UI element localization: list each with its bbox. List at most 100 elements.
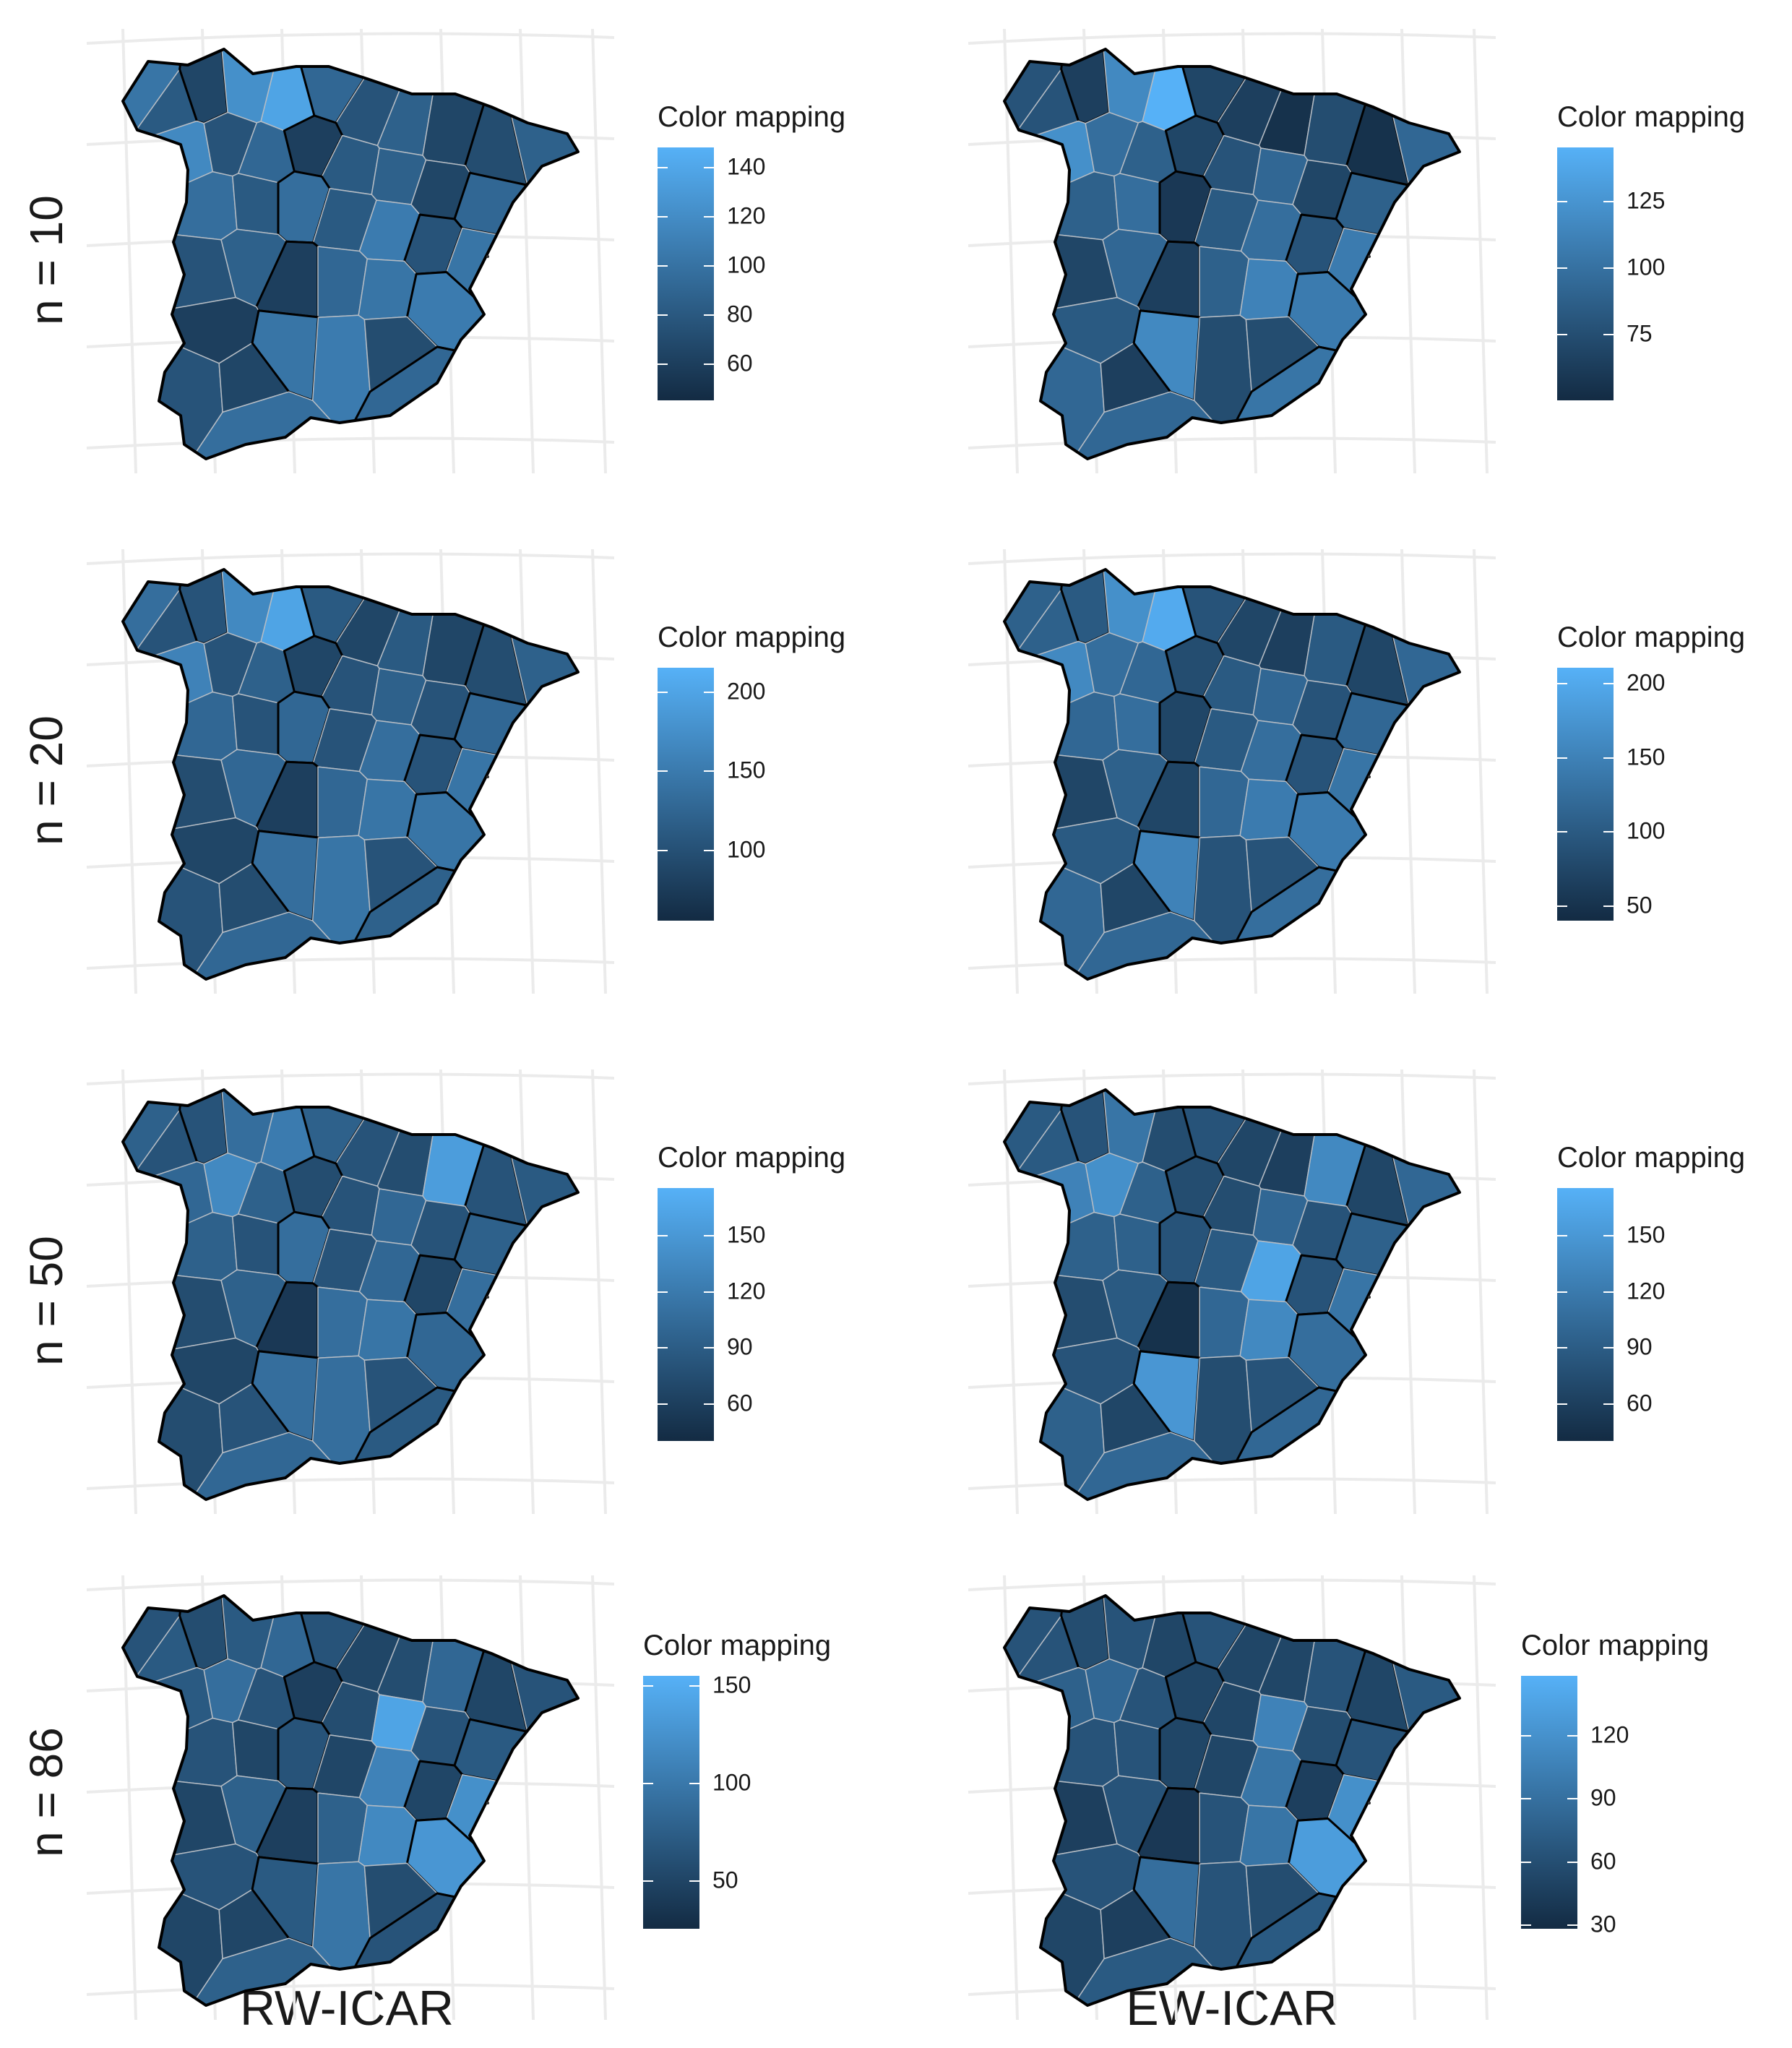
color-legend: Color mapping 60 80 100 120 140 — [658, 101, 889, 419]
legend-tick-mark — [1521, 1798, 1577, 1800]
province-region — [1113, 173, 1160, 236]
graticule-meridian — [519, 548, 535, 994]
legend-tick-mark — [1557, 267, 1614, 269]
legend-tick-label: 150 — [727, 1221, 766, 1248]
island-dot — [1368, 775, 1371, 778]
legend-tick-label: 120 — [1627, 1278, 1666, 1304]
legend-colorbar — [658, 147, 714, 400]
row-label-n20: n = 20 — [20, 715, 72, 846]
legend-tick-mark — [658, 849, 714, 851]
legend-tick-label: 150 — [1627, 744, 1666, 770]
graticule-parallel — [968, 1072, 1496, 1085]
legend-tick-mark — [658, 1403, 714, 1406]
legend-tick-label: 100 — [1627, 817, 1666, 844]
legend-tick-mark — [1521, 1861, 1577, 1863]
legend-tick-label: 60 — [727, 350, 753, 377]
graticule-parallel — [86, 436, 615, 449]
legend-tick-mark — [658, 265, 714, 267]
graticule-parallel — [968, 957, 1496, 970]
legend-tick-mark — [658, 216, 714, 218]
coastline — [1003, 568, 1461, 981]
legend-tick-label: 200 — [727, 678, 766, 705]
legend-tick-mark — [1521, 1924, 1577, 1927]
legend-tick-label: 120 — [727, 202, 766, 229]
graticule-parallel — [968, 552, 1496, 565]
legend-tick-label: 100 — [727, 836, 766, 863]
legend-tick-mark — [658, 770, 714, 773]
island-dot — [486, 775, 489, 778]
coastline — [121, 1088, 580, 1501]
choropleth-map — [968, 548, 1496, 994]
legend-colorbar — [1557, 1188, 1614, 1441]
graticule-parallel — [86, 1477, 615, 1490]
legend-tick-mark — [1557, 905, 1614, 908]
provinces — [1004, 48, 1460, 460]
legend-title: Color mapping — [1557, 101, 1746, 133]
legend-tick-label: 80 — [727, 301, 753, 327]
coastline — [121, 568, 580, 981]
color-legend: Color mapping 60 90 120 150 — [1557, 1142, 1788, 1460]
color-legend: Color mapping 50 100 150 200 — [1557, 621, 1788, 939]
province-region — [232, 173, 279, 236]
choropleth-map — [86, 28, 615, 474]
map-panel-ew-icar-n86 — [961, 1568, 1525, 2031]
legend-title: Color mapping — [658, 101, 846, 133]
legend-colorbar — [643, 1676, 699, 1929]
map-panel-rw-icar-n20 — [79, 542, 643, 1004]
legend-tick-mark — [643, 1880, 699, 1882]
legend-colorbar — [1557, 668, 1614, 921]
legend-tick-label: 90 — [1627, 1333, 1653, 1360]
legend-tick-label: 60 — [727, 1390, 753, 1416]
legend-tick-mark — [658, 1347, 714, 1349]
row-label-n86: n = 86 — [20, 1727, 72, 1857]
color-legend: Color mapping 50 100 150 — [643, 1630, 874, 1948]
legend-colorbar — [658, 1188, 714, 1441]
choropleth-map — [86, 1575, 615, 2021]
graticule-parallel — [86, 1072, 615, 1085]
graticule-parallel — [968, 1983, 1496, 1996]
legend-title: Color mapping — [658, 1142, 846, 1174]
graticule-meridian — [519, 28, 535, 474]
legend-tick-label: 75 — [1627, 320, 1653, 347]
provinces — [1004, 569, 1460, 980]
island-dot — [486, 1802, 489, 1804]
legend-colorbar — [1521, 1676, 1577, 1929]
legend-title: Color mapping — [658, 621, 846, 653]
provinces — [122, 569, 579, 980]
graticule-parallel — [86, 957, 615, 970]
legend-title: Color mapping — [1557, 1142, 1746, 1174]
provinces — [122, 1089, 579, 1500]
island-dot — [1368, 255, 1371, 258]
choropleth-map — [968, 28, 1496, 474]
provinces — [1004, 1595, 1460, 2006]
coastline — [1003, 1594, 1461, 2007]
legend-tick-mark — [658, 691, 714, 693]
coastline — [1003, 1088, 1461, 1501]
legend-colorbar — [658, 668, 714, 921]
graticule-meridian — [1400, 548, 1416, 994]
map-panel-ew-icar-n50 — [961, 1062, 1525, 1525]
choropleth-map — [86, 548, 615, 994]
legend-tick-label: 50 — [712, 1867, 738, 1893]
color-legend: Color mapping 100 150 200 — [658, 621, 889, 939]
legend-title: Color mapping — [1521, 1630, 1710, 1661]
legend-tick-label: 150 — [727, 757, 766, 783]
graticule-meridian — [591, 28, 607, 474]
legend-tick-label: 120 — [1590, 1721, 1629, 1748]
coastline — [121, 48, 580, 460]
graticule-parallel — [86, 1983, 615, 1996]
legend-tick-mark — [658, 1291, 714, 1293]
choropleth-map — [968, 1575, 1496, 2021]
map-panel-rw-icar-n50 — [79, 1062, 643, 1525]
choropleth-map — [86, 1069, 615, 1515]
legend-tick-label: 90 — [727, 1333, 753, 1360]
graticule-parallel — [86, 1578, 615, 1591]
legend-tick-label: 50 — [1627, 892, 1653, 918]
legend-tick-mark — [1557, 682, 1614, 684]
graticule-meridian — [1400, 1069, 1416, 1515]
provinces — [122, 48, 579, 460]
legend-tick-mark — [1557, 333, 1614, 335]
graticule-parallel — [968, 32, 1496, 45]
choropleth-map — [968, 1069, 1496, 1515]
map-panel-ew-icar-n10 — [961, 22, 1525, 484]
